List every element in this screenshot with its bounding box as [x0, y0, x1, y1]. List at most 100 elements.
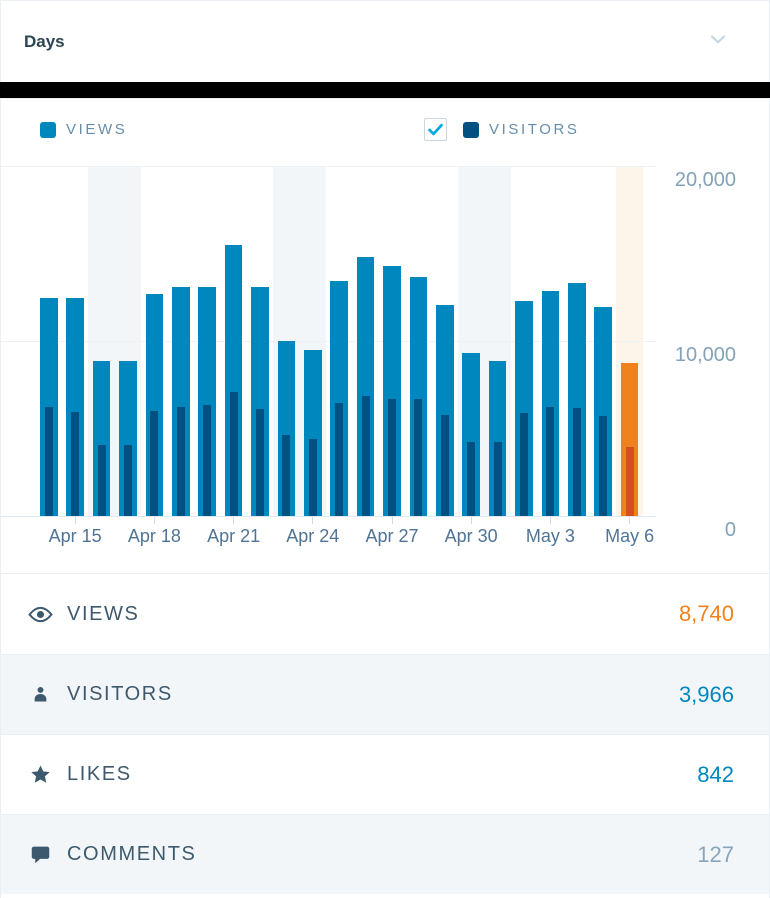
views-bar	[488, 360, 507, 516]
summary-list: VIEWS 8,740 VISITORS 3,966 LIKES 842	[1, 574, 769, 894]
views-bar	[277, 341, 296, 516]
x-axis-label: Apr 21	[207, 526, 261, 546]
views-swatch-icon	[40, 121, 56, 138]
views-bar	[568, 283, 586, 516]
page-title: Days	[24, 31, 65, 51]
chart-legend: VIEWS VISITORS	[1, 98, 769, 160]
x-axis-tick	[74, 517, 76, 524]
x-axis-label: Apr 15	[48, 526, 102, 546]
views-bar	[172, 286, 190, 516]
chart-bar[interactable]	[304, 349, 322, 516]
visitors-bar	[176, 406, 185, 516]
chart-bar[interactable]	[92, 360, 111, 516]
x-axis-label: Apr 27	[365, 526, 419, 546]
visitors-swatch-icon	[463, 121, 479, 138]
visitors-bar	[150, 410, 159, 516]
summary-value-comments: 127	[697, 841, 734, 867]
visitors-bar	[519, 412, 528, 516]
views-bar	[66, 298, 84, 516]
comment-icon	[27, 842, 53, 868]
summary-row-comments[interactable]: COMMENTS 127	[1, 814, 769, 894]
visitors-bar	[308, 439, 317, 516]
views-bar	[356, 256, 375, 516]
x-axis-tick	[470, 517, 472, 524]
views-bar	[251, 286, 269, 516]
visitors-bar	[546, 407, 555, 516]
summary-label: LIKES	[67, 763, 132, 785]
chart-bar[interactable]	[541, 290, 560, 516]
visitors-bar	[625, 446, 634, 516]
x-axis-tick	[153, 517, 155, 524]
summary-row-views[interactable]: VIEWS 8,740	[1, 574, 769, 654]
views-bar	[541, 290, 560, 516]
chart-bar[interactable]	[436, 304, 454, 516]
chart-bar[interactable]	[620, 363, 639, 516]
views-bar	[304, 349, 322, 516]
chart-bar[interactable]	[383, 265, 401, 516]
views-bar	[330, 280, 348, 516]
gridline	[1, 166, 656, 167]
visitors-bar	[282, 434, 291, 516]
chart-bar[interactable]	[66, 298, 84, 516]
gridline	[1, 516, 656, 517]
views-bar	[594, 306, 612, 516]
chart-plot-area: 20,000 10,000 0 Apr 15 Apr 18 Apr 21 Apr 24 Apr…	[1, 160, 769, 573]
chart-bar[interactable]	[356, 256, 375, 516]
bar-chart: 20,000 10,000 0 Apr 15 Apr 18 Apr 21 Apr 24 Apr…	[1, 160, 769, 574]
visitors-bar	[71, 411, 80, 516]
chart-bar[interactable]	[251, 286, 269, 516]
visitors-bar	[255, 409, 264, 516]
chart-bar[interactable]	[462, 353, 480, 516]
x-axis-label: May 6	[605, 526, 655, 546]
chart-bar[interactable]	[568, 283, 586, 516]
chart-bar[interactable]	[330, 280, 348, 516]
summary-label: VISITORS	[67, 683, 173, 705]
y-axis-label: 10,000	[674, 344, 736, 366]
chart-bar[interactable]	[488, 360, 507, 516]
person-icon	[27, 682, 53, 708]
legend-visitors[interactable]: VISITORS	[424, 118, 580, 141]
summary-label: VIEWS	[67, 602, 140, 625]
x-axis-label: May 3	[525, 526, 575, 546]
views-bar	[436, 304, 454, 516]
summary-row-likes[interactable]: LIKES 842	[1, 734, 769, 814]
visitors-checkbox[interactable]	[424, 118, 447, 141]
views-bar	[224, 244, 243, 516]
chart-bar[interactable]	[145, 293, 164, 516]
chart-bar[interactable]	[409, 276, 428, 516]
chart-bar[interactable]	[277, 341, 296, 516]
chart-bar[interactable]	[119, 360, 137, 516]
summary-row-visitors[interactable]: VISITORS 3,966	[1, 654, 769, 734]
check-icon	[428, 123, 443, 136]
x-axis-label: Apr 24	[286, 526, 340, 546]
views-bar	[198, 286, 216, 516]
visitors-bar	[387, 398, 396, 516]
x-axis-tick	[629, 517, 631, 524]
visitors-bar	[440, 415, 449, 516]
masthead-bar	[0, 82, 770, 98]
chart-bar[interactable]	[224, 244, 243, 516]
y-axis-label: 20,000	[674, 169, 736, 191]
chevron-down-icon[interactable]	[707, 28, 729, 55]
x-axis-label: Apr 30	[444, 526, 498, 546]
visitors-bar	[229, 392, 238, 516]
views-bar	[145, 293, 164, 516]
views-bar	[409, 276, 428, 516]
x-axis-label: Apr 18	[127, 526, 181, 546]
period-header[interactable]: Days	[1, 1, 769, 82]
chart-bar[interactable]	[198, 286, 216, 516]
summary-value-likes: 842	[697, 761, 734, 787]
y-axis-label: 0	[724, 519, 736, 541]
visitors-bar	[44, 406, 53, 516]
chart-bar[interactable]	[515, 300, 533, 516]
visitors-bar	[97, 444, 106, 516]
visitors-bar	[599, 416, 608, 516]
chart-bar[interactable]	[40, 298, 58, 516]
visitors-bar	[572, 408, 581, 516]
chart-bar[interactable]	[594, 306, 612, 516]
summary-value-visitors: 3,966	[678, 681, 734, 707]
views-bar	[515, 300, 533, 516]
chart-bar[interactable]	[172, 286, 190, 516]
legend-visitors-label: VISITORS	[489, 121, 580, 138]
